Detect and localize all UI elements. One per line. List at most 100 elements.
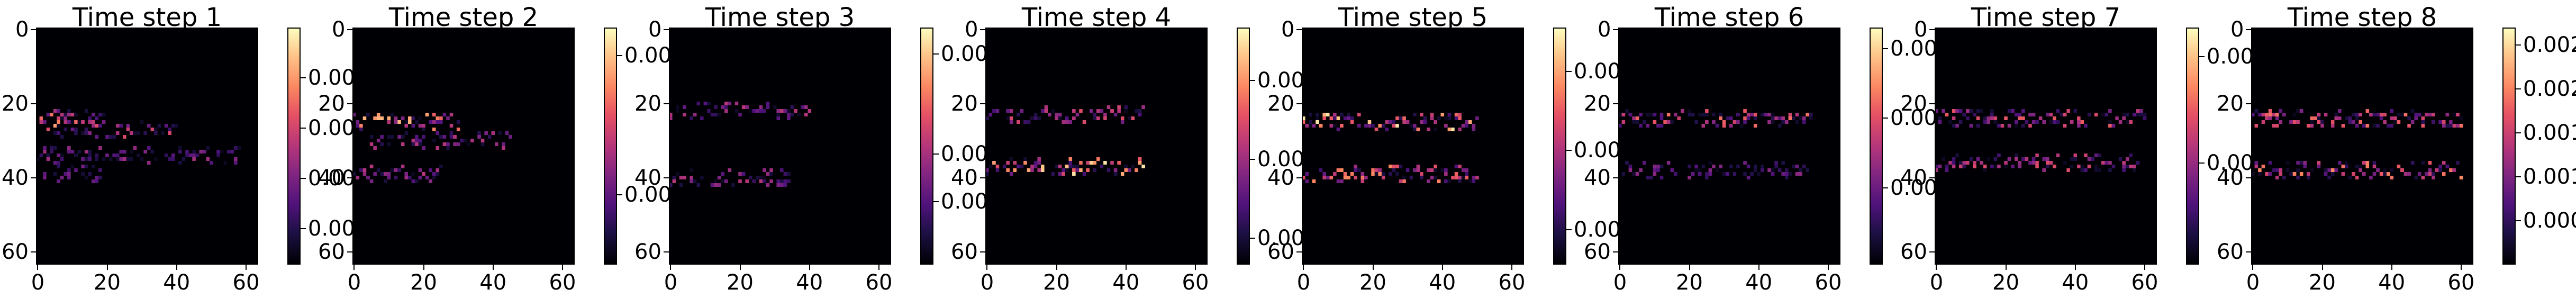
heatmap-cell	[1688, 176, 1691, 179]
heatmap-cell	[1055, 113, 1058, 116]
heatmap-cell	[477, 131, 481, 135]
heatmap-cell	[57, 116, 60, 120]
heatmap-cell	[1990, 116, 1994, 120]
y-tick-label: 0	[1914, 17, 1928, 42]
heatmap-cell	[1374, 172, 1378, 176]
heatmap-cell	[1027, 120, 1031, 124]
heatmap-cell	[783, 109, 787, 113]
heatmap-cell	[74, 168, 78, 172]
heatmap-cell	[1354, 165, 1357, 168]
heatmap-cell	[787, 116, 791, 120]
x-tick-label: 40	[2062, 270, 2089, 295]
heatmap-cell	[1799, 168, 1802, 172]
heatmap-cell	[418, 124, 422, 128]
heatmap-cell	[745, 179, 749, 183]
x-tick-label: 20	[94, 270, 121, 295]
heatmap-cell	[192, 153, 196, 157]
heatmap-cell	[1354, 168, 1357, 172]
heatmap-cell	[1009, 116, 1013, 120]
heatmap-cell	[92, 120, 95, 124]
heatmap-cell	[133, 131, 137, 135]
heatmap-cell	[1058, 116, 1062, 120]
heatmap-cell	[2254, 109, 2258, 113]
heatmap-cell	[95, 153, 99, 157]
heatmap-cell	[1113, 172, 1118, 176]
heatmap-cell	[411, 124, 415, 128]
heatmap-cell	[1792, 116, 1795, 120]
heatmap-cell	[1625, 109, 1629, 113]
colorbar	[287, 28, 301, 265]
heatmap-cell	[2018, 165, 2022, 168]
heatmap-cell	[1444, 124, 1448, 128]
heatmap-cell	[1395, 172, 1399, 176]
heatmap-cell	[2035, 165, 2039, 168]
heatmap-cell	[707, 102, 711, 105]
heatmap-cell	[752, 109, 756, 113]
heatmap-cell	[70, 113, 75, 116]
heatmap-cell	[1347, 116, 1350, 120]
heatmap-cell	[439, 135, 443, 139]
heatmap-cell	[195, 153, 199, 157]
heatmap-cell	[2000, 124, 2004, 128]
heatmap-cell	[84, 165, 88, 168]
heatmap-cell	[1451, 128, 1455, 131]
heatmap-cell	[776, 116, 780, 120]
heatmap-cell	[411, 179, 415, 183]
heatmap-cell	[2379, 172, 2383, 176]
panel-title: Time step 4	[1021, 3, 1172, 32]
colorbar-tick-mark	[933, 53, 939, 55]
heatmap-cell	[1128, 116, 1131, 120]
heatmap-cell	[1367, 120, 1372, 124]
heatmap-cell	[1333, 116, 1337, 120]
heatmap-cell	[112, 135, 116, 139]
heatmap-cell	[721, 179, 724, 183]
heatmap-cell	[1942, 109, 1945, 113]
heatmap-cell	[2094, 113, 2098, 116]
colorbar-tick-mark	[617, 55, 622, 56]
heatmap-cell	[95, 176, 99, 179]
x-tick-mark	[1441, 265, 1443, 270]
heatmap-cell	[763, 168, 766, 172]
heatmap-cell	[2018, 116, 2022, 120]
heatmap-cell	[776, 113, 780, 116]
y-tick-label: 0	[332, 17, 346, 42]
y-tick-label: 60	[951, 239, 978, 264]
heatmap-cell	[714, 183, 718, 187]
heatmap-cell	[1993, 120, 1998, 124]
heatmap-cell	[2268, 113, 2272, 116]
heatmap-cell	[804, 105, 808, 109]
x-tick-label: 20	[727, 270, 754, 295]
heatmap-cell	[2414, 116, 2418, 120]
heatmap-cell	[380, 142, 384, 146]
heatmap-cell	[439, 120, 443, 124]
y-tick-mark	[2246, 177, 2251, 178]
heatmap-cell	[1120, 172, 1124, 176]
heatmap-cell	[1065, 116, 1069, 120]
heatmap-cell	[95, 157, 99, 161]
heatmap-cell	[2268, 116, 2272, 120]
x-tick-mark	[1056, 265, 1057, 270]
y-tick-label: 60	[1584, 239, 1611, 264]
heatmap-cell	[2066, 168, 2070, 172]
heatmap-svg	[669, 28, 891, 265]
heatmap-cell	[763, 109, 766, 113]
heatmap-cell	[1806, 168, 1809, 172]
heatmap-cell	[1771, 172, 1775, 176]
heatmap-cell	[1774, 161, 1778, 165]
heatmap-cell	[1312, 179, 1316, 183]
heatmap-cell	[2004, 161, 2008, 165]
heatmap-cell	[1719, 165, 1722, 168]
heatmap-cell	[115, 131, 120, 135]
heatmap-cell	[1322, 113, 1326, 116]
heatmap-cell	[2105, 161, 2109, 165]
heatmap-cell	[1068, 157, 1073, 161]
colorbar-tick-mark	[2516, 44, 2521, 46]
heatmap-cell	[2031, 157, 2036, 161]
x-tick-label: 60	[549, 270, 576, 295]
heatmap-cell	[81, 172, 85, 176]
heatmap-cell	[1670, 168, 1674, 172]
heatmap-cell	[449, 124, 453, 128]
heatmap-cell	[1733, 172, 1737, 176]
heatmap-cell	[67, 113, 71, 116]
y-tick-label: 0	[1281, 17, 1295, 42]
